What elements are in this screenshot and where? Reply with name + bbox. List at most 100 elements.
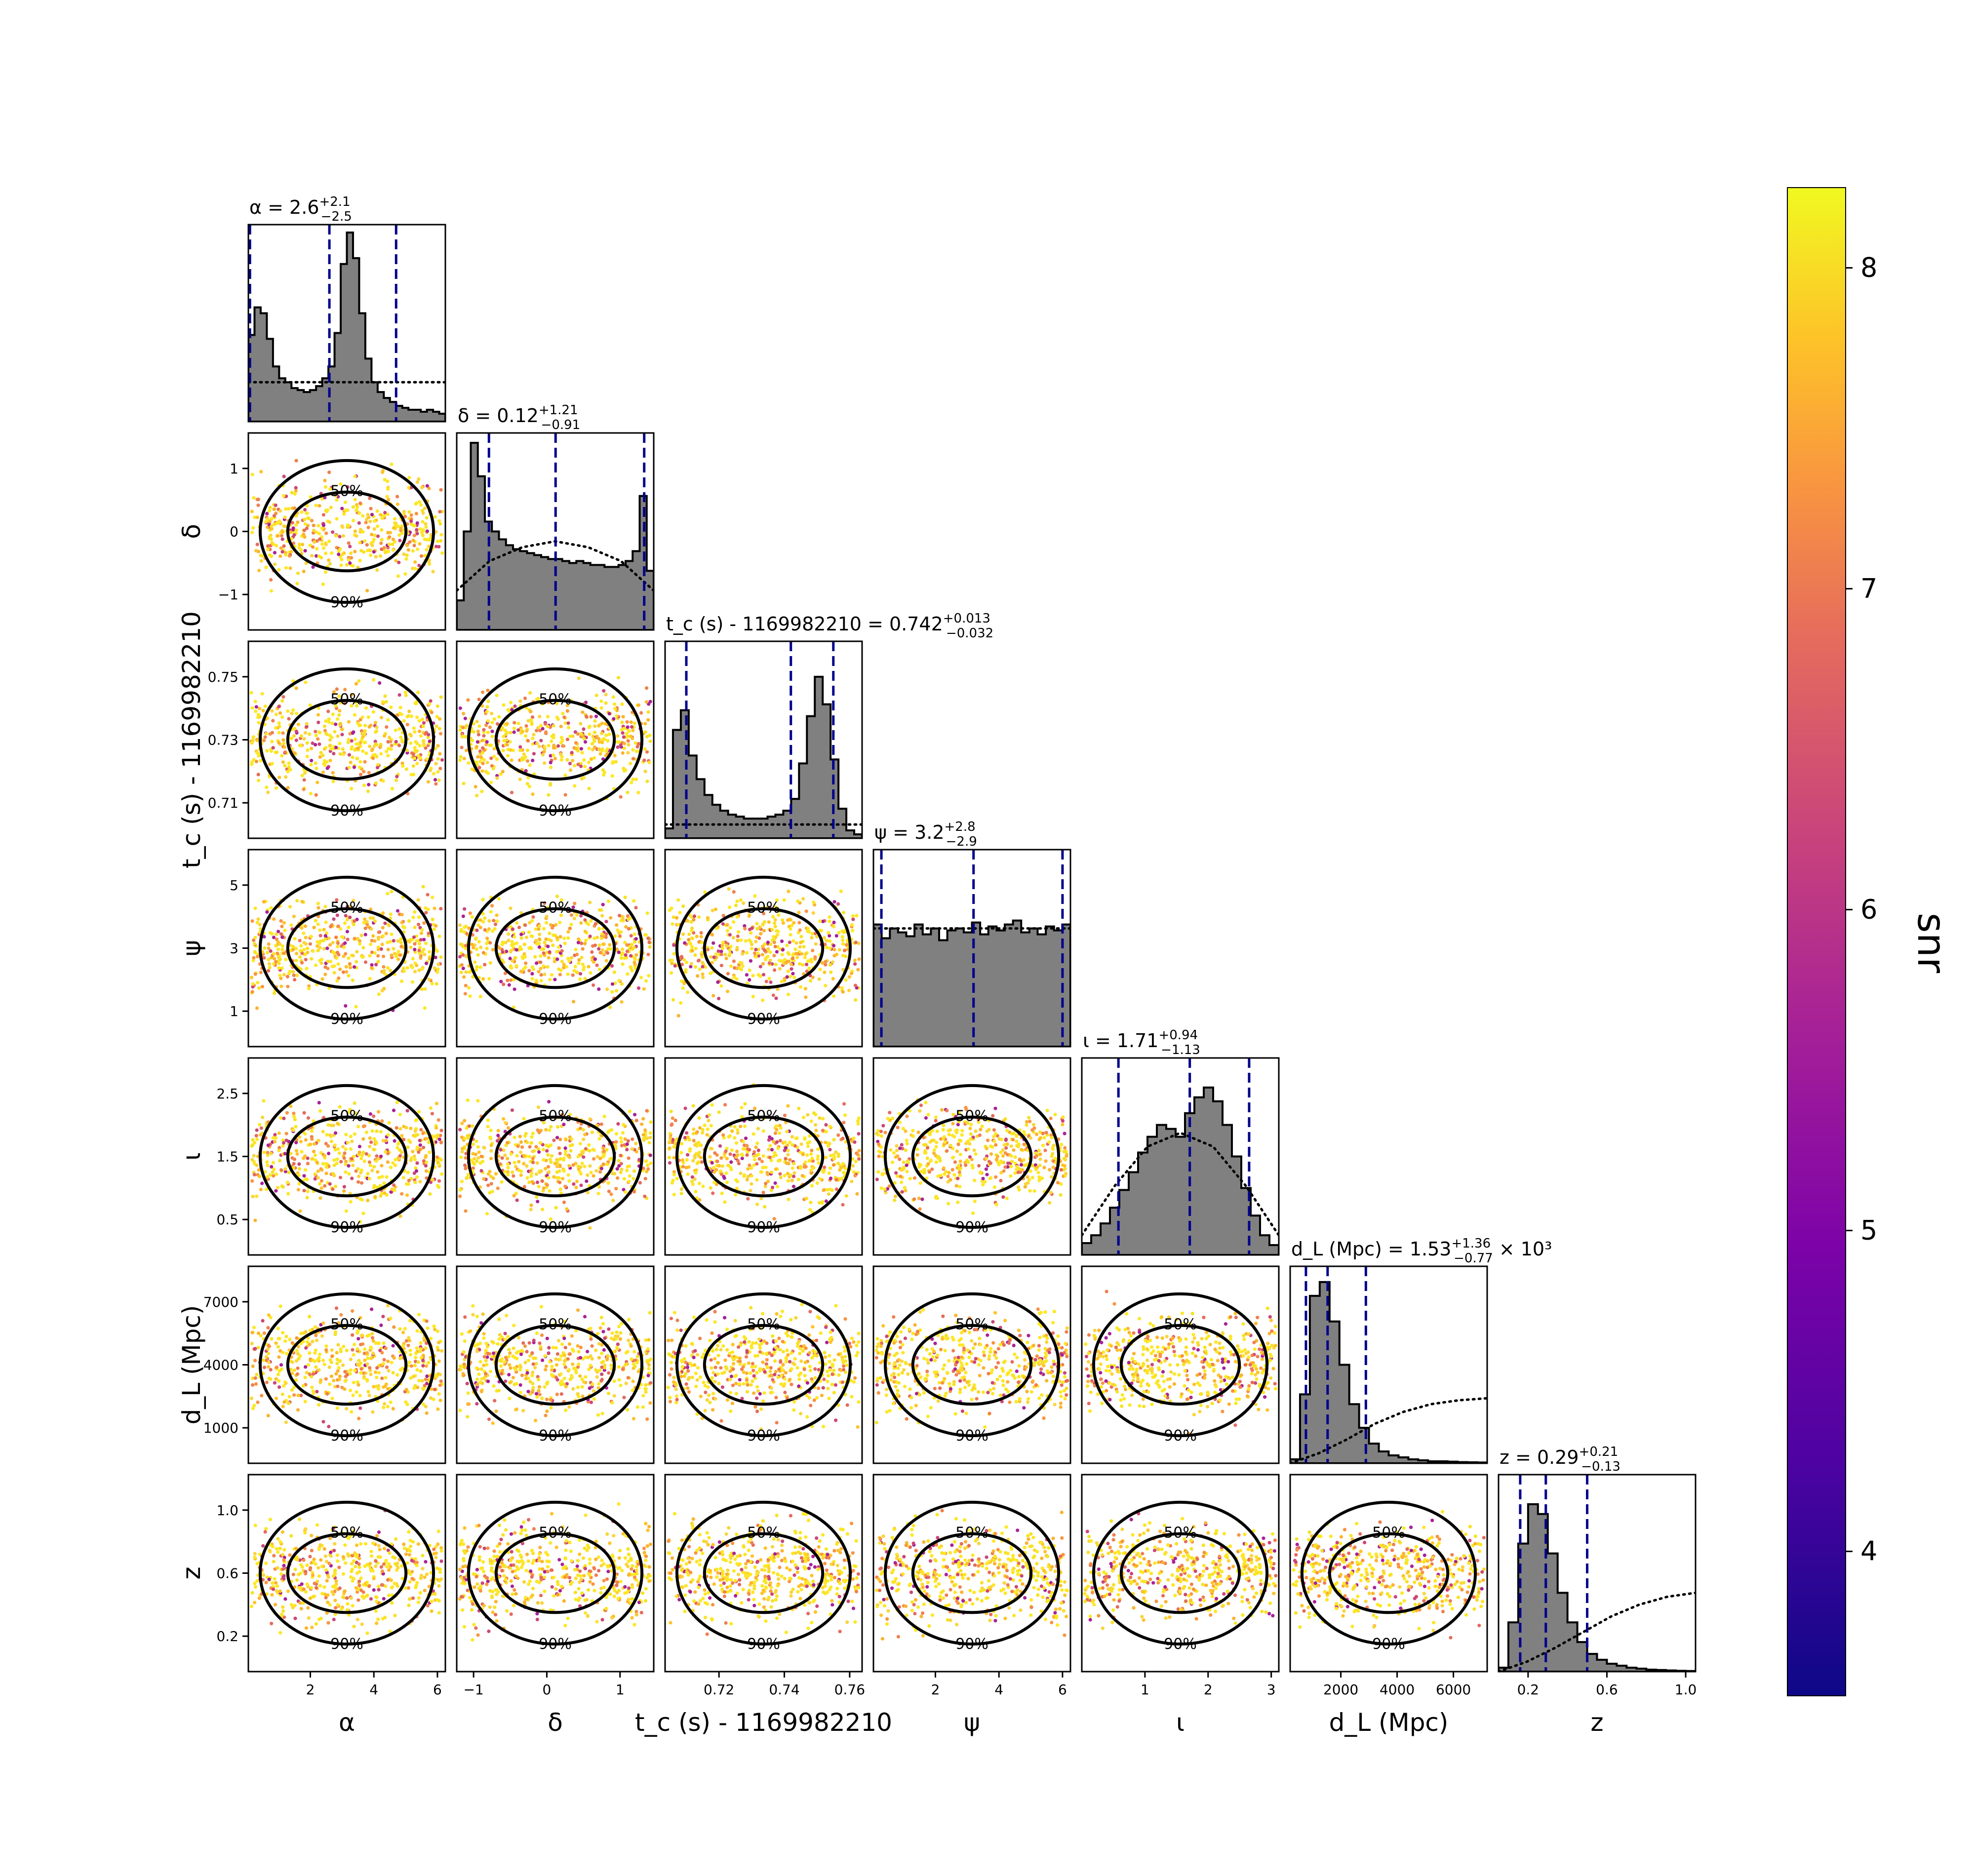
sample-point bbox=[616, 1122, 620, 1126]
sample-point bbox=[462, 930, 467, 934]
sample-point bbox=[458, 1128, 462, 1132]
sample-point bbox=[957, 1120, 961, 1124]
sample-point bbox=[765, 1171, 769, 1174]
sample-point bbox=[309, 763, 313, 767]
sample-point bbox=[353, 737, 357, 742]
sample-point bbox=[738, 961, 742, 965]
sample-point bbox=[764, 979, 768, 983]
sample-point bbox=[375, 766, 380, 770]
sample-point bbox=[382, 1181, 386, 1185]
sample-point bbox=[364, 1152, 368, 1156]
sample-point bbox=[533, 955, 537, 959]
sample-point bbox=[834, 952, 838, 956]
sample-point bbox=[376, 954, 380, 958]
sample-point bbox=[775, 1140, 779, 1144]
sample-point bbox=[784, 1146, 788, 1150]
sample-point bbox=[283, 1152, 287, 1156]
sample-point bbox=[429, 1180, 433, 1184]
sample-point bbox=[324, 531, 328, 535]
sample-point bbox=[690, 1175, 694, 1179]
sample-point bbox=[289, 537, 294, 541]
sample-point bbox=[512, 977, 516, 981]
sample-point bbox=[571, 973, 575, 977]
sample-point bbox=[581, 1151, 585, 1155]
sample-point bbox=[767, 920, 771, 924]
sample-point bbox=[268, 535, 272, 539]
sample-point bbox=[613, 753, 617, 758]
sample-point bbox=[546, 724, 550, 729]
sample-point bbox=[430, 981, 434, 986]
sample-point bbox=[407, 919, 411, 923]
sample-point bbox=[787, 959, 791, 964]
sample-point bbox=[852, 1170, 856, 1174]
sample-point bbox=[579, 1183, 583, 1187]
sample-point bbox=[621, 751, 625, 755]
sample-point bbox=[619, 795, 623, 799]
sample-point bbox=[416, 1133, 420, 1137]
sample-point bbox=[284, 775, 288, 779]
sample-point bbox=[298, 1209, 302, 1213]
sample-point bbox=[427, 486, 431, 491]
sample-point bbox=[340, 727, 344, 731]
sample-point bbox=[512, 942, 516, 946]
sample-point bbox=[790, 1166, 794, 1170]
sample-point bbox=[685, 1158, 689, 1162]
sample-point bbox=[775, 950, 779, 954]
sample-point bbox=[302, 787, 306, 791]
sample-point bbox=[297, 1162, 301, 1166]
sample-point bbox=[337, 549, 341, 553]
sample-point bbox=[762, 929, 766, 933]
sample-point bbox=[343, 702, 347, 705]
sample-point bbox=[506, 1162, 510, 1166]
sample-point bbox=[745, 1153, 749, 1157]
sample-point bbox=[411, 957, 415, 961]
sample-point bbox=[604, 749, 608, 753]
sample-point bbox=[579, 764, 583, 768]
sample-point bbox=[806, 1144, 810, 1148]
sample-point bbox=[571, 734, 575, 738]
sample-point bbox=[353, 965, 356, 969]
sample-point bbox=[308, 544, 312, 547]
sample-point bbox=[519, 1169, 523, 1173]
sample-point bbox=[615, 714, 619, 718]
sample-point bbox=[303, 508, 307, 512]
sample-point bbox=[797, 962, 802, 966]
sample-point bbox=[344, 1209, 349, 1213]
sample-point bbox=[758, 974, 762, 978]
sample-point bbox=[576, 732, 580, 736]
sample-point bbox=[286, 786, 290, 790]
sample-point bbox=[574, 1185, 578, 1189]
sample-point bbox=[285, 1180, 290, 1184]
sample-point bbox=[850, 1179, 854, 1183]
sample-point bbox=[458, 758, 462, 762]
sample-point bbox=[488, 1135, 492, 1139]
sample-point bbox=[476, 953, 480, 957]
sample-point bbox=[434, 955, 437, 959]
sample-point bbox=[300, 961, 304, 965]
sample-point bbox=[632, 940, 637, 944]
sample-point bbox=[506, 1170, 510, 1174]
sample-point bbox=[881, 1124, 885, 1128]
sample-point bbox=[418, 1143, 422, 1147]
sample-point bbox=[374, 730, 378, 734]
sample-point bbox=[719, 949, 723, 953]
sample-point bbox=[365, 543, 369, 547]
sample-point bbox=[399, 735, 403, 740]
sample-point bbox=[272, 1168, 276, 1172]
sample-point bbox=[381, 469, 385, 473]
sample-point bbox=[939, 1173, 943, 1177]
sample-point bbox=[471, 1166, 475, 1170]
sample-point bbox=[278, 509, 282, 513]
sample-point bbox=[740, 1156, 744, 1160]
sample-point bbox=[583, 765, 587, 769]
sample-point bbox=[372, 527, 376, 531]
sample-point bbox=[369, 942, 373, 946]
sample-point bbox=[258, 1123, 262, 1127]
sample-point bbox=[789, 933, 792, 937]
sample-point bbox=[520, 970, 524, 974]
sample-point bbox=[558, 1180, 562, 1184]
sample-point bbox=[346, 938, 350, 941]
sample-point bbox=[732, 920, 736, 924]
sample-point bbox=[473, 1162, 476, 1166]
sample-point bbox=[330, 965, 334, 969]
